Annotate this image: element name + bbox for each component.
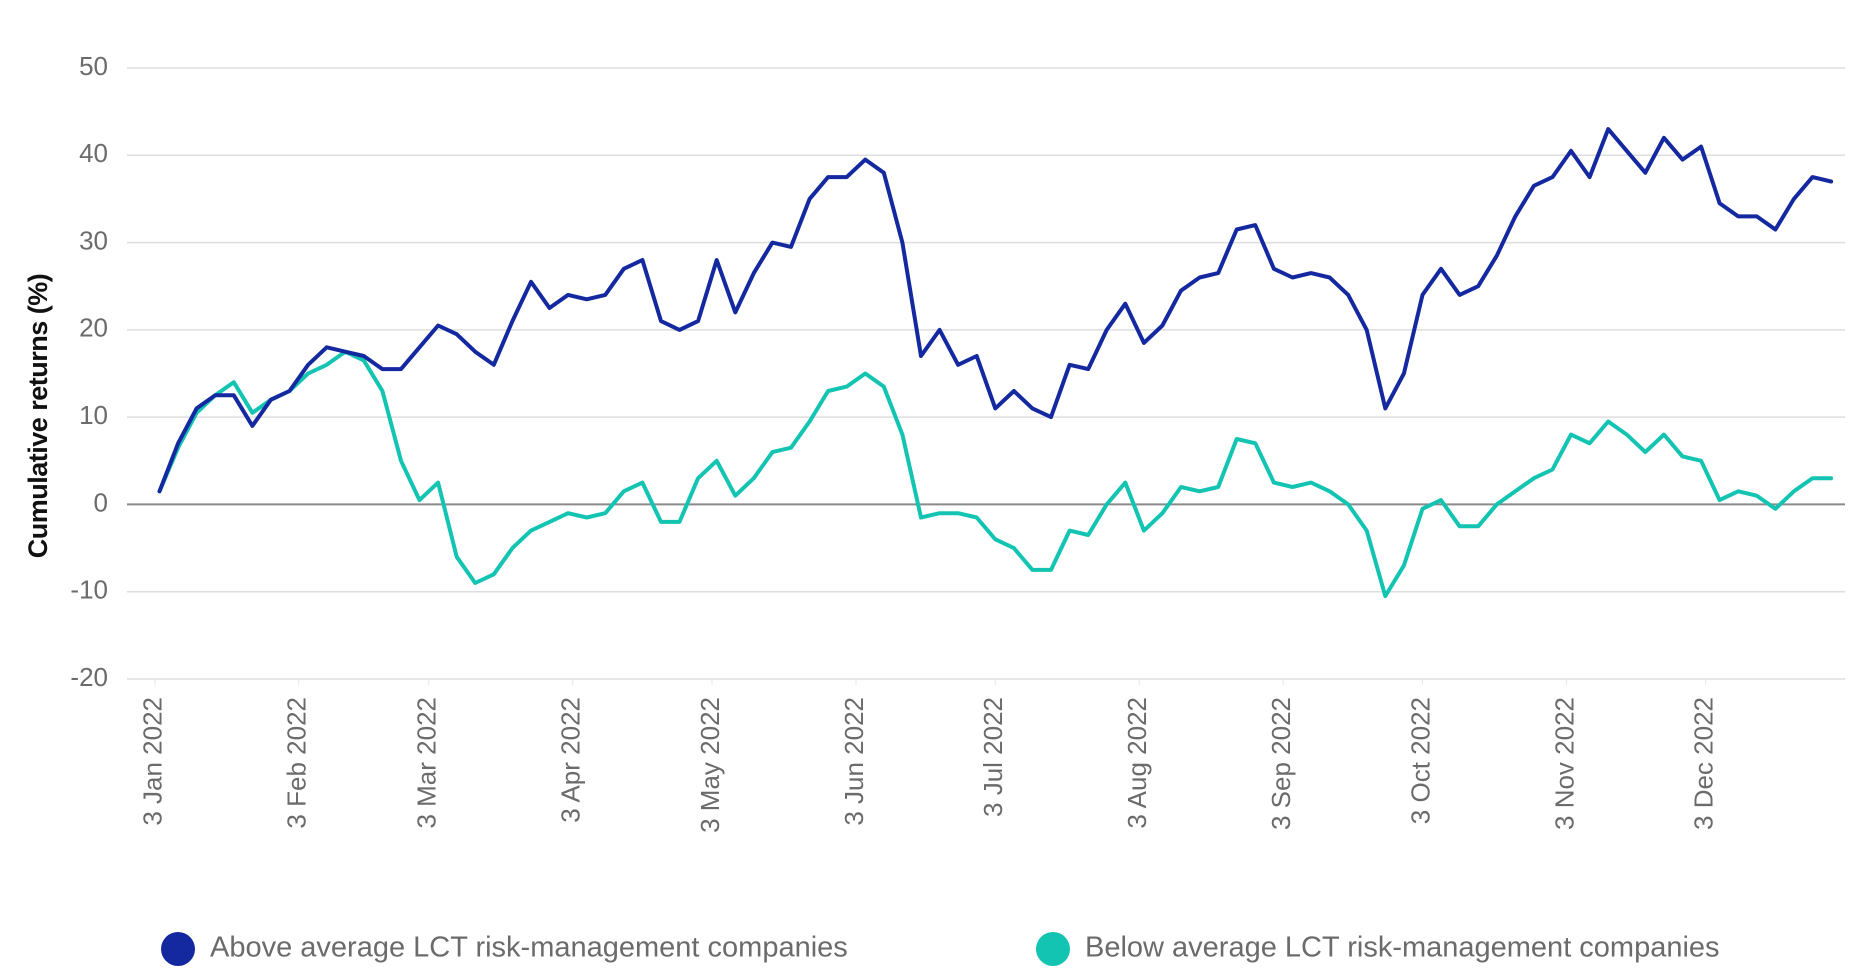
series-line: [157, 127, 1834, 494]
x-tick-label: 3 Nov 2022: [1549, 697, 1579, 830]
x-tick-label: 3 Oct 2022: [1405, 697, 1435, 824]
x-tick-label: 3 Jul 2022: [978, 697, 1008, 817]
y-tick-label: 10: [79, 400, 108, 430]
legend-marker: [161, 932, 195, 966]
x-tick-label: 3 Aug 2022: [1122, 697, 1152, 829]
x-tick-label: 3 Sep 2022: [1266, 697, 1296, 830]
x-tick-label: 3 Jan 2022: [138, 697, 168, 826]
y-tick-label: 40: [79, 138, 108, 168]
ticks: -20 -10 0 10 20 30 40 50 3 Jan 2022 3 Feb 2022 3 M…: [70, 51, 1718, 833]
x-tick-label: 3 Mar 2022: [412, 697, 442, 829]
y-tick-label: -10: [70, 575, 108, 605]
x-tick-label: 3 Feb 2022: [282, 697, 312, 829]
y-tick-label: -20: [70, 662, 108, 692]
legend-label: Above average LCT risk-management compan…: [210, 932, 848, 964]
y-tick-label: 30: [79, 225, 108, 255]
y-axis-label: Cumulative returns (%): [23, 274, 53, 559]
x-tick-label: 3 Jun 2022: [839, 697, 869, 826]
x-tick-label: 3 May 2022: [695, 697, 725, 833]
y-tick-label: 20: [79, 313, 108, 343]
x-tick-label: 3 Dec 2022: [1689, 697, 1719, 830]
y-tick-label: 0: [94, 487, 108, 517]
grid: [127, 67, 1845, 680]
y-tick-label: 50: [79, 51, 108, 81]
series-line: [157, 349, 1834, 599]
x-tick-label: 3 Apr 2022: [556, 697, 586, 823]
legend-marker: [1036, 932, 1070, 966]
legend-label: Below average LCT risk-management compan…: [1085, 932, 1720, 964]
